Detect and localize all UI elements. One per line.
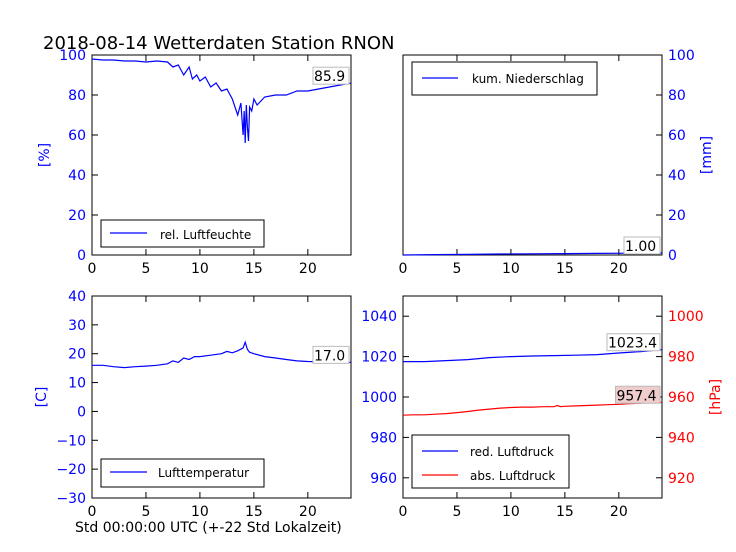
pressure-legend: red. Luftdruck abs. Luftdruck [411,434,570,489]
humidity-legend-label: rel. Luftfeuchte [160,228,251,242]
y-tick-label: 80 [668,88,686,104]
x-tick-label: 20 [610,504,628,520]
precipitation-legend-label: kum. Niederschlag [472,72,584,86]
humidity-line [91,58,352,144]
pressure-x-ticks: 0 5 10 15 20 [399,296,628,520]
x-tick-label: 10 [191,504,209,520]
y-tick-label: −20 [56,462,86,478]
temperature-legend: Lufttemperatur [100,458,265,488]
precipitation-y-axis-label: [mm] [699,136,715,174]
x-tick-label: 5 [141,261,150,277]
x-tick-label: 5 [452,261,461,277]
y-tick-label: 1040 [361,309,397,325]
x-tick-label: 15 [556,261,574,277]
x-tick-label: 0 [88,504,97,520]
humidity-x-ticks: 0 5 10 15 20 [88,55,317,277]
humidity-legend: rel. Luftfeuchte [100,219,265,248]
panel-humidity: 0 5 10 15 20 0 20 40 60 80 100 85.9 rel. Luftfeuc… [37,48,352,277]
temperature-y-ticks: −30 −20 −10 0 10 20 30 40 [56,289,98,507]
temperature-x-ticks: 0 5 10 15 20 [88,296,317,520]
y-tick-label: 0 [668,248,677,264]
temperature-legend-box [100,458,265,488]
temperature-line [92,340,351,369]
pressure-abs-line [402,401,663,416]
y-tick-label: 0 [77,248,86,264]
precipitation-line [402,252,663,256]
y-tick-label: 80 [68,88,86,104]
y-tick-label: 1000 [361,390,397,406]
y-tick-label: 1000 [668,309,704,325]
precipitation-legend: kum. Niederschlag [411,61,598,96]
precipitation-last-value-box [623,236,661,255]
y-tick-label: 60 [668,128,686,144]
x-tick-label: 0 [399,261,408,277]
x-tick-label: 5 [141,504,150,520]
temperature-y-axis-label: [C] [34,387,50,408]
y-tick-label: 60 [68,128,86,144]
x-tick-label: 10 [502,504,520,520]
x-tick-label: 15 [556,504,574,520]
y-tick-label: 960 [370,471,397,487]
x-tick-label: 5 [452,504,461,520]
x-tick-label: 0 [399,504,408,520]
pressure-abs-last-value-label: 957.4 [617,388,657,404]
pressure-red-last-value-label: 1023.4 [608,336,657,352]
pressure-legend-box [411,434,570,489]
y-tick-label: 40 [668,168,686,184]
pressure-legend-label-abs: abs. Luftdruck [470,469,555,483]
y-tick-label: 40 [68,168,86,184]
pressure-legend-label-red: red. Luftdruck [470,445,554,459]
x-tick-label: 15 [245,504,263,520]
y-tick-label: 100 [668,48,695,64]
y-tick-label: −10 [56,433,86,449]
x-tick-label: 0 [88,261,97,277]
humidity-y-ticks: 0 20 40 60 80 100 [59,48,98,264]
x-tick-label: 20 [299,504,317,520]
y-tick-label: 1020 [361,350,397,366]
y-tick-label: 30 [68,318,86,334]
x-tick-label: 10 [502,261,520,277]
y-tick-label: 0 [77,404,86,420]
y-tick-label: 20 [668,208,686,224]
pressure-red-line [403,349,663,363]
pressure-y-ticks: 960 980 1000 1020 1040 [361,309,409,487]
pressure-abs-last-value-box [615,385,661,404]
x-tick-label: 10 [191,261,209,277]
y-tick-label: 10 [68,376,86,392]
precipitation-x-ticks: 0 5 10 15 20 [399,55,628,277]
y-tick-label: 20 [68,208,86,224]
precipitation-y-ticks: 0 20 40 60 80 100 [656,48,695,264]
humidity-y-axis-label: [%] [37,143,53,167]
pressure-y2-axis-label: [hPa] [708,379,724,415]
x-tick-label: 20 [299,261,317,277]
y-tick-label: 960 [668,390,695,406]
x-tick-label: 15 [245,261,263,277]
y-tick-label: 980 [370,430,397,446]
precipitation-last-value-label: 1.00 [625,239,656,255]
panel-precipitation: 0 5 10 15 20 0 20 40 60 80 100 1.00 kum. Niedersc… [399,48,715,277]
temperature-legend-label: Lufttemperatur [158,466,249,480]
panel-pressure: 0 5 10 15 20 960 980 1000 1020 1040 920 940 960 980… [361,295,724,520]
pressure-red-last-value-box [606,333,661,352]
x-tick-label: 20 [610,261,628,277]
pressure-y2-ticks: 920 940 960 980 1000 [656,309,704,487]
bottom-x-axis-label: Std 00:00:00 UTC (+-22 Std Lokalzeit) [75,520,342,536]
page-title: 2018-08-14 Wetterdaten Station RNON [43,33,394,54]
temperature-last-value-box [312,345,350,364]
temperature-last-value-label: 17.0 [314,348,345,364]
y-tick-label: 920 [668,471,695,487]
humidity-last-value-box [312,66,350,85]
y-tick-label: 980 [668,350,695,366]
y-tick-label: 20 [68,347,86,363]
y-tick-label: 40 [68,289,86,305]
panel-temperature: 0 5 10 15 20 −30 −20 −10 0 10 20 30 40 17.0 Lufttem… [34,289,352,520]
humidity-last-value-label: 85.9 [314,69,345,85]
y-tick-label: 940 [668,430,695,446]
y-tick-label: 100 [59,48,86,64]
y-tick-label: −30 [56,491,86,507]
